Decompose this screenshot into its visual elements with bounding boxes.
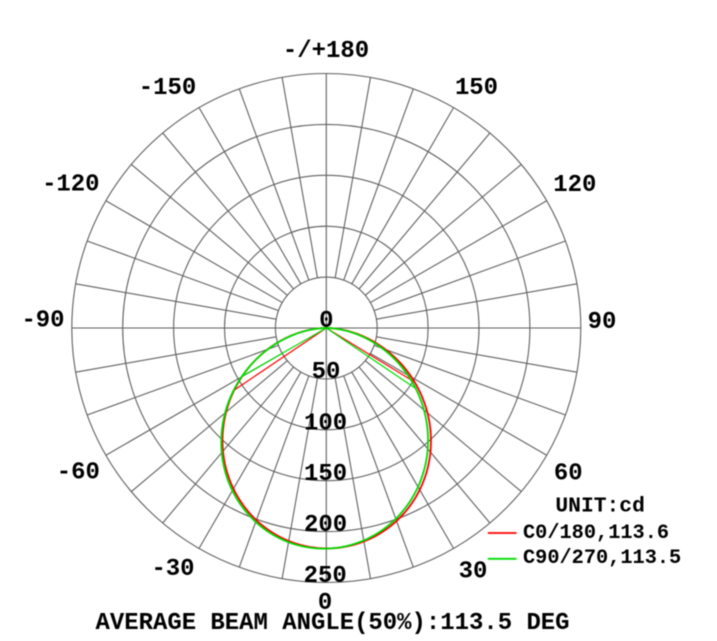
svg-text:-30: -30 <box>151 556 194 583</box>
svg-text:-150: -150 <box>139 75 196 102</box>
svg-text:60: 60 <box>554 461 583 488</box>
svg-text:-90: -90 <box>21 308 64 335</box>
svg-text:0: 0 <box>318 590 332 617</box>
svg-text:150: 150 <box>455 75 498 102</box>
svg-text:UNIT:cd: UNIT:cd <box>555 494 644 518</box>
svg-text:250: 250 <box>304 563 347 590</box>
svg-text:AVERAGE BEAM ANGLE(50%):113.5: AVERAGE BEAM ANGLE(50%):113.5 DEG <box>96 610 570 637</box>
svg-text:120: 120 <box>553 172 596 199</box>
svg-text:200: 200 <box>304 512 347 539</box>
svg-text:90: 90 <box>588 309 617 336</box>
svg-text:30: 30 <box>459 559 488 586</box>
svg-text:-/+180: -/+180 <box>283 38 369 65</box>
svg-text:100: 100 <box>304 410 347 437</box>
svg-text:50: 50 <box>312 359 341 386</box>
svg-text:0: 0 <box>319 308 333 335</box>
svg-text:C90/270,113.5: C90/270,113.5 <box>523 547 681 570</box>
svg-text:-120: -120 <box>42 172 99 199</box>
svg-text:C0/180,113.6: C0/180,113.6 <box>523 522 669 545</box>
svg-text:150: 150 <box>304 461 347 488</box>
svg-text:-60: -60 <box>57 460 100 487</box>
